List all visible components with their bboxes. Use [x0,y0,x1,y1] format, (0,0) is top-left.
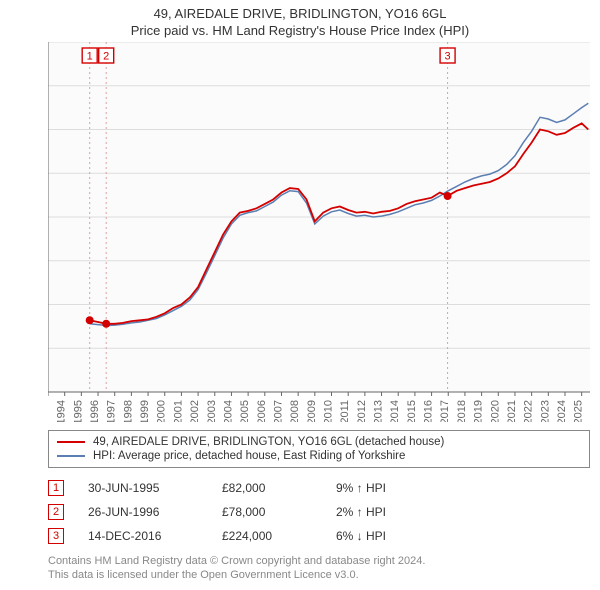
attribution-line: This data is licensed under the Open Gov… [48,568,590,582]
x-axis-label: 2017 [439,400,451,422]
x-axis-label: 2008 [289,400,301,422]
event-flag-label: 2 [103,51,109,63]
x-axis-label: 2009 [306,400,318,422]
event-date: 14-DEC-2016 [88,529,198,543]
x-axis-label: 2010 [323,400,335,422]
event-diff: 6% ↓ HPI [336,529,386,543]
x-axis-label: 2014 [389,400,401,422]
legend-item: HPI: Average price, detached house, East… [57,449,581,463]
x-axis-label: 2025 [573,400,585,422]
x-axis-label: 1994 [56,400,68,422]
chart-container: 49, AIREDALE DRIVE, BRIDLINGTON, YO16 6G… [0,0,600,590]
x-axis-label: 2002 [189,400,201,422]
x-axis-label: 2001 [172,400,184,422]
x-axis-label: 1995 [72,400,84,422]
x-axis-label: 2000 [156,400,168,422]
x-axis-label: 1999 [139,400,151,422]
event-price: £82,000 [222,481,312,495]
x-axis-label: 2004 [222,400,234,422]
attribution: Contains HM Land Registry data © Crown c… [48,554,590,583]
event-marker-2 [102,320,110,328]
x-axis-label: 2019 [473,400,485,422]
event-date: 30-JUN-1995 [88,481,198,495]
x-axis-label: 1993 [48,400,51,422]
x-axis-label: 2021 [506,400,518,422]
x-axis-label: 2005 [239,400,251,422]
x-axis-label: 2006 [256,400,268,422]
event-flag-icon: 2 [48,504,64,520]
legend-swatch [57,455,85,457]
event-diff: 9% ↑ HPI [336,481,386,495]
event-price: £78,000 [222,505,312,519]
x-axis-label: 2023 [539,400,551,422]
event-diff: 2% ↑ HPI [336,505,386,519]
chart-title: 49, AIREDALE DRIVE, BRIDLINGTON, YO16 6G… [0,0,600,21]
x-axis-label: 1998 [122,400,134,422]
event-marker-3 [444,192,452,200]
event-marker-1 [86,316,94,324]
event-flag-icon: 1 [48,480,64,496]
event-flag-label: 3 [445,51,451,63]
event-flag-icon: 3 [48,528,64,544]
event-row: 3 14-DEC-2016 £224,000 6% ↓ HPI [48,524,590,548]
chart-subtitle: Price paid vs. HM Land Registry's House … [0,21,600,42]
x-axis-label: 2007 [272,400,284,422]
event-flag-label: 1 [87,51,93,63]
event-row: 2 26-JUN-1996 £78,000 2% ↑ HPI [48,500,590,524]
x-axis-label: 2022 [523,400,535,422]
x-axis-label: 2012 [356,400,368,422]
event-row: 1 30-JUN-1995 £82,000 9% ↑ HPI [48,476,590,500]
x-axis-label: 1997 [106,400,118,422]
event-list: 1 30-JUN-1995 £82,000 9% ↑ HPI 2 26-JUN-1996 £… [48,476,590,548]
x-axis-label: 2011 [339,400,351,422]
x-axis-label: 2015 [406,400,418,422]
event-date: 26-JUN-1996 [88,505,198,519]
x-axis-label: 2003 [206,400,218,422]
line-chart-svg: £0£50K£100K£150K£200K£250K£300K£350K£400… [48,42,590,422]
x-axis-label: 2020 [489,400,501,422]
legend-item: 49, AIREDALE DRIVE, BRIDLINGTON, YO16 6G… [57,435,581,449]
x-axis-label: 2016 [423,400,435,422]
legend-label: 49, AIREDALE DRIVE, BRIDLINGTON, YO16 6G… [93,436,444,448]
x-axis-label: 2013 [373,400,385,422]
event-price: £224,000 [222,529,312,543]
chart-plot-area: £0£50K£100K£150K£200K£250K£300K£350K£400… [48,42,590,422]
legend: 49, AIREDALE DRIVE, BRIDLINGTON, YO16 6G… [48,430,590,468]
x-axis-label: 1996 [89,400,101,422]
legend-swatch [57,441,85,443]
legend-label: HPI: Average price, detached house, East… [93,450,405,462]
x-axis-label: 2024 [556,400,568,422]
attribution-line: Contains HM Land Registry data © Crown c… [48,554,590,568]
x-axis-label: 2018 [456,400,468,422]
